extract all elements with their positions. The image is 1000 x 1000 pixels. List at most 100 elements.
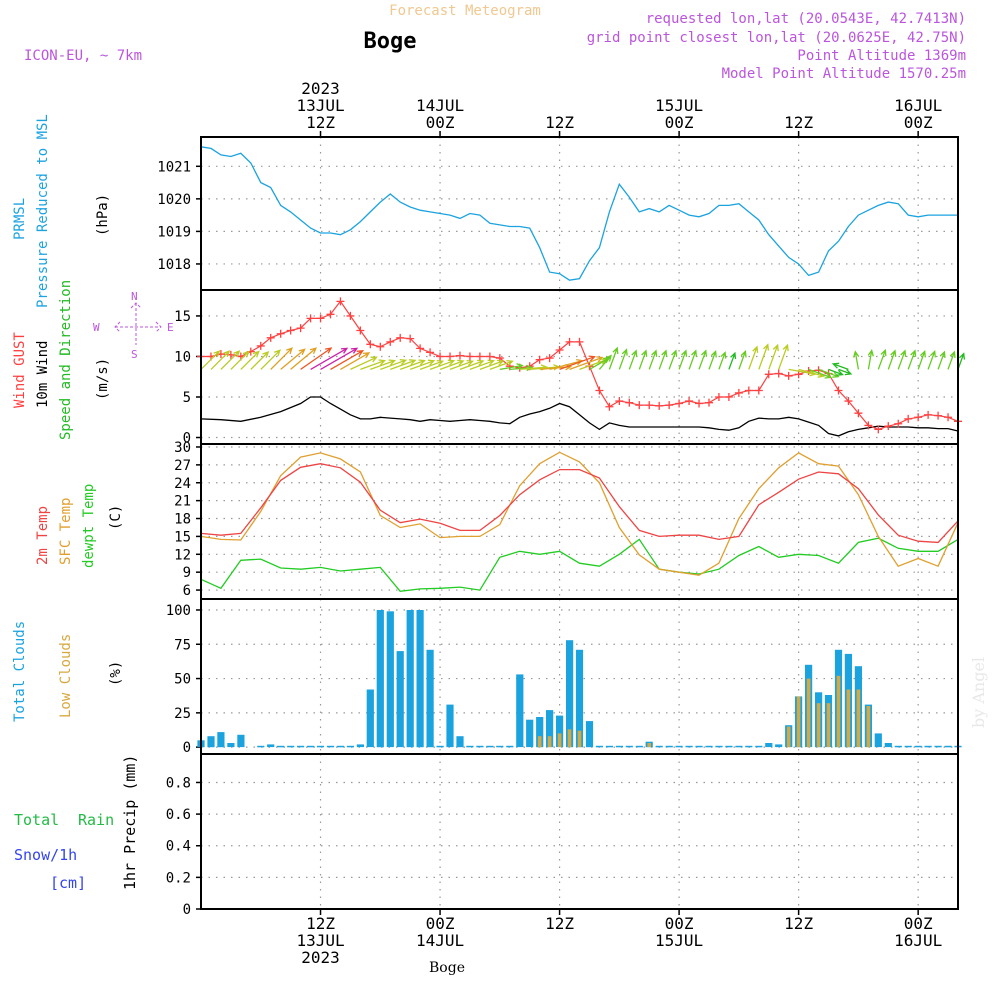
wind-direction-arrow: [210, 350, 231, 370]
wind-direction-arrow: [678, 349, 688, 370]
gust-marker: [475, 352, 484, 361]
total-cloud-bar: [725, 745, 733, 748]
total-cloud-bar: [775, 744, 783, 748]
wind-direction-arrow: [240, 350, 260, 370]
wind-direction-arrow: [608, 346, 619, 370]
wind-direction-arrow: [748, 345, 759, 370]
wind-direction-arrow: [698, 349, 708, 370]
total-cloud-bar: [755, 745, 763, 748]
wind-speed-line: [200, 396, 959, 437]
total-cloud-bar: [575, 649, 584, 748]
gust-marker: [575, 337, 584, 346]
top-time-label: 13JUL: [296, 96, 344, 115]
temp-ytick-label: 27: [174, 458, 191, 474]
wind-direction-arrow: [887, 349, 897, 370]
wind-direction-arrow: [449, 359, 475, 371]
top-time-label: 12Z: [306, 113, 335, 132]
snow-unit-label: [cm]: [50, 874, 86, 892]
low-cloud-bar: [537, 736, 542, 748]
gust-marker: [665, 401, 674, 410]
top-time-label: 00Z: [426, 113, 455, 132]
wind-ytick-label: 10: [174, 349, 191, 365]
low-cloud-bar: [816, 703, 821, 748]
temp-ytick-label: 9: [183, 565, 191, 581]
wind-direction-arrow: [439, 359, 465, 371]
wind-direction-arrow: [852, 350, 860, 370]
wind-direction-arrow: [831, 362, 849, 371]
low-cloud-bar: [547, 736, 552, 748]
temp-ytick-label: 6: [183, 583, 191, 599]
total-cloud-bar: [446, 704, 454, 748]
wind-direction-arrow: [330, 350, 365, 370]
total-cloud-bar: [745, 745, 753, 748]
precip-ytick-label: 0.2: [166, 870, 191, 886]
wind-ytick-label: 15: [174, 309, 191, 325]
wind-direction-arrow: [260, 349, 281, 370]
total-cloud-bar: [705, 745, 713, 748]
total-cloud-bar: [605, 745, 613, 748]
total-cloud-bar: [635, 745, 643, 748]
gust-marker: [436, 352, 445, 361]
precip-ytick-label: 0.6: [166, 807, 191, 823]
model-point-altitude: Model Point Altitude 1570.25m: [722, 66, 966, 82]
gust-marker: [894, 419, 903, 428]
bottom-time-label: 12Z: [306, 914, 335, 933]
total-cloud-bar: [227, 743, 235, 748]
gust-marker: [874, 425, 883, 434]
gust-marker: [744, 386, 753, 395]
total-cloud-bar: [207, 736, 215, 748]
gust-marker: [914, 413, 923, 422]
total-cloud-bar: [884, 743, 892, 748]
wind-direction-arrow: [658, 349, 668, 370]
wind-direction-arrow: [559, 355, 596, 371]
gust-marker: [455, 351, 464, 360]
total-cloud-bar: [366, 689, 374, 748]
temp-label: 2m Temp: [35, 506, 51, 565]
low-cloud-bar: [786, 726, 791, 748]
gust-marker: [565, 337, 574, 346]
wind-direction-arrow: [370, 359, 397, 371]
prmsl-ytick-label: 1021: [157, 159, 191, 175]
top-time-label: 2023: [301, 79, 340, 98]
total-cloud-bar: [894, 745, 902, 748]
gust-marker: [734, 388, 743, 397]
gust-marker: [396, 333, 405, 342]
wind-direction-arrow: [320, 347, 359, 370]
precip-ytick-label: 0: [183, 902, 191, 918]
total-cloud-bar: [237, 734, 245, 748]
wind-direction-arrow: [310, 347, 349, 370]
direction-label: Speed and Direction: [58, 280, 74, 440]
total-cloud-bar: [326, 745, 335, 748]
prmsl-ytick-label: 1019: [157, 224, 191, 240]
gust-marker: [784, 371, 793, 380]
clouds-ytick-label: 75: [174, 637, 191, 653]
wind-direction-arrow: [728, 351, 737, 370]
clouds-ytick-label: 25: [174, 706, 191, 722]
total-cloud-bar: [536, 717, 544, 748]
total-cloud-bar: [924, 745, 932, 748]
gust-marker: [366, 340, 375, 349]
bottom-time-label: 00Z: [426, 914, 455, 933]
prmsl-line: [200, 146, 958, 281]
total-cloud-bar: [396, 651, 404, 748]
total-label: Total: [14, 811, 59, 829]
gust-marker: [356, 326, 365, 335]
wind-direction-arrow: [628, 349, 638, 370]
low-cloud-bar: [796, 696, 801, 748]
total-cloud-bar: [566, 640, 574, 748]
wind-direction-arrow: [230, 350, 250, 370]
wind-direction-arrow: [360, 359, 387, 371]
gust-marker: [934, 411, 943, 420]
temp-ytick-label: 15: [174, 529, 191, 545]
gust-marker: [336, 297, 345, 306]
clouds-ytick-label: 50: [174, 672, 191, 688]
model-label: ICON-EU, ~ 7km: [24, 48, 142, 64]
low-cloud-bar: [577, 730, 582, 748]
total-cloud-bar: [316, 745, 325, 748]
wind-direction-arrow: [598, 354, 612, 370]
wind-direction-arrow: [688, 349, 698, 370]
gust-marker: [316, 314, 325, 323]
gust-marker: [884, 422, 893, 431]
top-time-label: 00Z: [665, 113, 694, 132]
